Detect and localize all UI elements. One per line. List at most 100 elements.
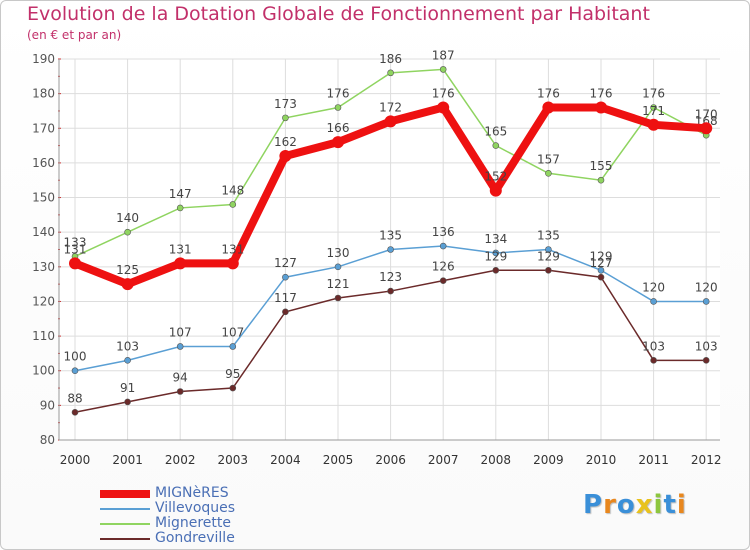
data-label: 120 — [695, 280, 718, 294]
data-label: 186 — [379, 52, 402, 66]
data-point — [545, 246, 552, 253]
data-point — [597, 176, 605, 184]
data-label: 152 — [484, 170, 507, 184]
data-label: 103 — [642, 339, 665, 353]
legend-label: Gondreville — [155, 530, 235, 546]
data-label: 91 — [120, 381, 135, 395]
y-tick-label: 150 — [32, 191, 55, 205]
data-label: 155 — [590, 159, 613, 173]
data-point — [545, 170, 552, 177]
data-point — [387, 69, 394, 77]
data-point — [545, 266, 552, 274]
data-label: 133 — [64, 235, 87, 249]
data-label: 107 — [221, 325, 244, 339]
legend-item-mign-res: MIGNèRES — [100, 486, 235, 501]
logo-letter: t — [663, 490, 677, 520]
data-label: 107 — [169, 325, 192, 339]
y-tick-label: 180 — [32, 87, 55, 101]
data-point — [176, 343, 184, 350]
data-point — [69, 257, 81, 270]
data-label: 170 — [695, 107, 718, 121]
data-point — [71, 408, 79, 416]
data-point — [124, 228, 131, 236]
data-point — [279, 149, 292, 162]
data-label: 176 — [642, 86, 665, 100]
data-point — [439, 277, 447, 284]
legend-swatch — [100, 522, 150, 525]
data-label: 176 — [590, 86, 613, 100]
data-point — [437, 101, 450, 114]
y-tick-label: 160 — [32, 156, 55, 170]
data-point — [439, 66, 447, 73]
legend-label: Mignerette — [155, 515, 231, 531]
data-label: 121 — [327, 277, 350, 291]
data-point — [121, 278, 134, 291]
data-point — [647, 118, 660, 131]
data-point — [595, 101, 607, 114]
data-point — [439, 242, 447, 250]
data-label: 176 — [432, 86, 455, 100]
data-point — [229, 384, 237, 392]
data-point — [489, 184, 502, 197]
data-point — [229, 343, 237, 350]
legend-label: MIGNèRES — [155, 485, 229, 501]
y-tick-label: 90 — [40, 398, 55, 412]
y-tick-label: 110 — [32, 329, 55, 343]
x-tick-label: 2012 — [691, 453, 722, 467]
y-tick-label: 80 — [40, 433, 55, 447]
data-label: 162 — [274, 135, 297, 149]
x-tick-label: 2008 — [481, 453, 512, 467]
proxiti-logo: Proxiti — [583, 490, 687, 520]
data-label: 176 — [537, 86, 560, 100]
legend-item-villevoques: Villevoques — [100, 501, 235, 516]
data-label: 176 — [327, 86, 350, 100]
data-point — [124, 398, 131, 406]
legend-item-mignerette: Mignerette — [100, 516, 235, 531]
x-tick-label: 2005 — [323, 453, 354, 467]
data-point — [174, 257, 187, 270]
y-tick-label: 130 — [32, 260, 55, 274]
series-mign-res: 131 125 131 131 162 166 172 176 152 176 176 171 170 — [64, 86, 718, 291]
data-label: 173 — [274, 97, 297, 111]
data-point — [492, 249, 500, 257]
x-tick-label: 2009 — [533, 453, 564, 467]
data-label: 129 — [590, 249, 613, 263]
series-villevoques: 100 103 107 107 127 130 135 136 134 135 129 120 120 — [64, 225, 718, 375]
data-point — [334, 294, 342, 302]
x-tick-label: 2001 — [112, 453, 143, 467]
data-label: 126 — [432, 260, 455, 274]
data-label: 127 — [590, 256, 613, 270]
data-label: 135 — [537, 229, 560, 243]
x-tick-label: 2003 — [218, 453, 249, 467]
y-tick-label: 120 — [32, 294, 55, 308]
data-point — [282, 114, 289, 122]
legend-item-gondreville: Gondreville — [100, 531, 235, 546]
x-tick-label: 2004 — [270, 453, 301, 467]
data-label: 127 — [274, 256, 297, 270]
chart-legend: MIGNèRES Villevoques Mignerette Gondreville — [100, 486, 235, 546]
y-tick-label: 100 — [32, 364, 55, 378]
data-label: 131 — [221, 242, 244, 256]
x-tick-label: 2002 — [165, 453, 196, 467]
data-label: 94 — [173, 371, 188, 385]
data-label: 131 — [169, 242, 192, 256]
data-point — [334, 263, 342, 271]
logo-letter: P — [583, 490, 604, 520]
data-label: 129 — [484, 249, 507, 263]
data-point — [700, 122, 713, 135]
data-label: 166 — [327, 121, 350, 135]
data-point — [71, 367, 79, 375]
data-label: 103 — [116, 339, 139, 353]
data-point — [282, 273, 289, 281]
data-label: 134 — [484, 232, 507, 246]
data-label: 100 — [64, 350, 87, 364]
data-point — [387, 246, 394, 253]
data-label: 165 — [484, 125, 507, 139]
data-label: 125 — [116, 263, 139, 277]
data-point — [124, 357, 131, 364]
chart-title: Evolution de la Dotation Globale de Fonc… — [27, 3, 650, 25]
x-tick-label: 2010 — [586, 453, 617, 467]
